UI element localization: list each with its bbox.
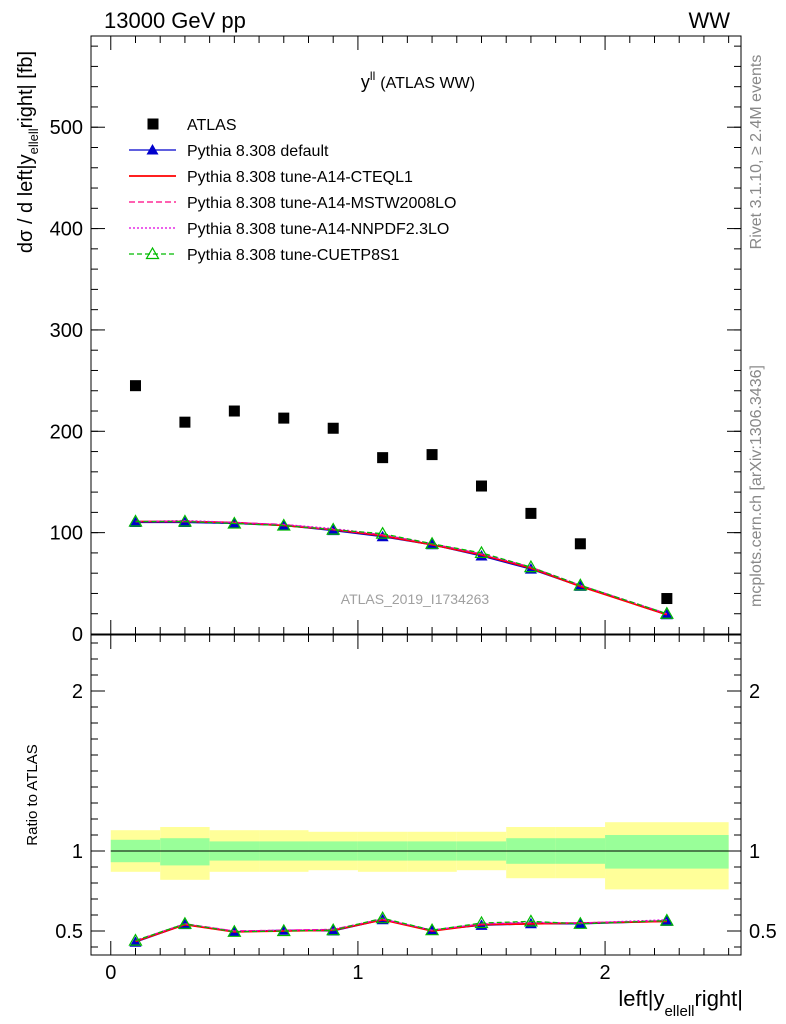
atlas-data-point [475, 480, 487, 492]
legend-marker-atlas [147, 118, 159, 130]
y-tick-label: 400 [50, 219, 83, 241]
atlas-data-point [179, 416, 191, 428]
process-label: 13000 GeV pp [104, 8, 246, 33]
main-cuetp8s1-point [276, 518, 291, 531]
main-marks [128, 380, 674, 620]
legend-label-data: ATLAS [187, 117, 237, 134]
main-panel: 0 100 200 300 400 500 yll (ATLAS WW) dσ / d le… [15, 35, 742, 646]
atlas-data-point [426, 449, 438, 461]
atlas-data-point [278, 412, 290, 424]
atlas-data-point [129, 380, 141, 392]
y-tick-label: 100 [50, 523, 83, 545]
xlabel-sub: ellell [664, 1003, 694, 1020]
stat-uncertainty-band [605, 835, 729, 869]
ratio-cuetp8s1-point [425, 922, 440, 936]
legend-label-default: Pythia 8.308 default [187, 143, 329, 160]
y-tick-label-right: 2 [749, 681, 760, 703]
atlas-data-point [661, 593, 673, 605]
main-y-axis-label: dσ / d left|yellellright| [fb] [15, 51, 41, 253]
x-tick-label: 0 [105, 962, 116, 984]
legend-label-cteql1: Pythia 8.308 tune-A14-CTEQL1 [187, 169, 413, 186]
legend-label-mstw: Pythia 8.308 tune-A14-MSTW2008LO [187, 195, 456, 212]
ratio-cuetp8s1-point [227, 924, 242, 937]
atlas-data-point [377, 452, 389, 464]
x-axis-label: left|yellellright| [618, 986, 743, 1020]
atlas-data-point [574, 538, 586, 550]
main-cuetp8s1-point [573, 578, 588, 591]
x-tick-label: 2 [600, 962, 611, 984]
ylabel-sub: ellell [26, 128, 41, 154]
ratio-default-point [277, 924, 290, 935]
y-tick-label-right: 0.5 [749, 921, 777, 943]
x-tick-label: 1 [352, 962, 363, 984]
legend-marker-default [146, 144, 159, 155]
y-tick-label-right: 1 [749, 841, 760, 863]
main-title-sup: ll [370, 69, 375, 83]
ratio-cuetp8s1-point [659, 913, 674, 926]
ratio-default-point [129, 936, 142, 947]
y-tick-label: 2 [72, 681, 83, 703]
main-title: yll (ATLAS WW) [361, 69, 475, 92]
main-cuetp8s1-point [128, 514, 143, 527]
xlabel-suffix: right| [694, 986, 743, 1011]
main-axes: 0 100 200 300 400 500 [50, 36, 741, 646]
legend-label-cuetp8s1: Pythia 8.308 tune-CUETP8S1 [187, 247, 400, 264]
legend-marker-cuetp8s1 [145, 246, 160, 260]
ratio-marks [110, 822, 741, 947]
ratio-cuetp8s1-point [523, 914, 538, 927]
ratio-cuetp8s1-point [326, 922, 341, 936]
ratio-cuetp8s1-point [474, 915, 489, 929]
main-cuetp8s1-point [227, 516, 242, 529]
y-tick-label: 500 [50, 117, 83, 139]
rivet-label: Rivet 3.1.10, ≥ 2.4M events [748, 55, 765, 250]
ratio-default-point [426, 924, 439, 935]
main-frame [90, 35, 742, 635]
main-cuetp8s1-point [425, 536, 440, 549]
main-cuetp8s1-point [375, 526, 390, 539]
ratio-cuetp8s1-line [135, 917, 667, 942]
ratio-cuetp8s1-point [375, 910, 390, 924]
ylabel-suffix: right| [fb] [15, 51, 37, 128]
analysis-id-label: ATLAS_2019_I1734263 [341, 591, 490, 607]
ratio-axes: 0.5 0.5 1 1 2 2 0 1 2 [55, 635, 777, 984]
ratio-cuetp8s1-point [573, 916, 588, 929]
main-cuetp8s1-point [659, 606, 674, 619]
ylabel-main: dσ / d left|y [15, 154, 37, 253]
main-cuetp8s1-line [135, 520, 668, 615]
main-default-point [129, 516, 142, 528]
ratio-y-axis-label: Ratio to ATLAS [24, 744, 41, 845]
xlabel-main: left|y [618, 986, 664, 1011]
y-tick-label: 1 [72, 841, 83, 863]
main-title-main: y [361, 72, 370, 92]
main-cuetp8s1-point [326, 522, 341, 535]
main-cuetp8s1-point [177, 514, 192, 527]
atlas-data-point [525, 507, 537, 519]
atlas-data-point [228, 405, 240, 417]
y-tick-label: 200 [50, 421, 83, 443]
main-title-suffix: (ATLAS WW) [380, 75, 475, 92]
legend-label-nnpdf: Pythia 8.308 tune-A14-NNPDF2.3LO [187, 221, 449, 238]
y-tick-label: 0.5 [55, 921, 83, 943]
legend: ATLAS Pythia 8.308 default Pythia 8.308 tu… [129, 117, 456, 264]
atlas-data-point [327, 422, 339, 434]
stat-uncertainty-band [160, 838, 210, 866]
y-tick-label: 300 [50, 320, 83, 342]
ratio-cuetp8s1-point [177, 916, 192, 929]
ratio-panel: 0.5 0.5 1 1 2 2 0 1 2 Ratio to ATLAS left|yellel… [24, 634, 777, 1020]
main-cuetp8s1-point [474, 545, 489, 559]
y-tick-label: 0 [72, 624, 83, 646]
mcplots-label: mcplots.cern.ch [arXiv:1306.3436] [748, 365, 765, 607]
ratio-cuetp8s1-point [276, 923, 291, 937]
ratio-cuetp8s1-point [128, 933, 143, 946]
ratio-frame [90, 634, 742, 956]
channel-label: WW [688, 8, 730, 33]
main-cuetp8s1-point [523, 559, 538, 573]
